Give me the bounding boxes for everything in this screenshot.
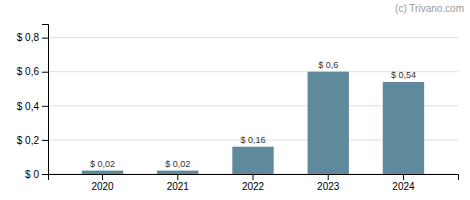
data-label: $ 0,16	[240, 135, 265, 145]
tick-mark	[403, 174, 404, 180]
tick: 2022	[242, 174, 265, 192]
tick-label: 2020	[91, 181, 114, 192]
bars	[82, 72, 424, 174]
plot: $ 0$ 0,2$ 0,4$ 0,6$ 0,820202021202220232…	[17, 25, 459, 193]
grid	[48, 38, 458, 174]
tick-mark	[42, 72, 48, 73]
data-labels: $ 0,02 $ 0,02 $ 0,16 $ 0,6 $ 0,54	[90, 60, 416, 169]
data-label: $ 0,02	[90, 159, 115, 169]
tick-label: 2023	[317, 181, 340, 192]
tick-mark	[328, 174, 329, 180]
tick-label: 2021	[167, 181, 190, 192]
data-label: $ 0,02	[165, 159, 190, 169]
tick-label: 2024	[392, 181, 415, 192]
tick: 2021	[167, 174, 190, 192]
chart: $ 0$ 0,2$ 0,4$ 0,6$ 0,820202021202220232…	[0, 0, 470, 200]
tick-mark	[177, 174, 178, 180]
tick: 2020	[91, 174, 114, 192]
bar	[308, 72, 349, 174]
bar	[82, 171, 123, 174]
tick: 2024	[392, 174, 415, 192]
bar	[383, 82, 424, 174]
tick-mark	[42, 106, 48, 107]
tick: $ 0,4	[17, 101, 48, 112]
grid-line	[48, 37, 458, 38]
bar	[232, 147, 273, 174]
axis-line	[42, 25, 49, 175]
tick-mark	[42, 174, 48, 175]
y-axis: $ 0 $ 0,2 $ 0,4 $ 0,6 $ 0,8	[17, 25, 49, 180]
tick: $ 0,6	[17, 66, 48, 77]
data-label: $ 0,54	[391, 70, 416, 80]
tick-label: $ 0,6	[17, 66, 40, 77]
tick-label: $ 0,4	[17, 101, 40, 112]
tick: $ 0,8	[17, 32, 48, 43]
tick-label: $ 0	[25, 169, 39, 180]
x-axis: 2020 2021 2022 2023 2024	[49, 174, 459, 192]
tick: $ 0	[25, 169, 48, 180]
axis-line	[49, 175, 459, 181]
tick-mark	[102, 174, 103, 180]
bar	[157, 171, 198, 174]
tick-mark	[42, 38, 48, 39]
annotation: (c) Trivano.com	[395, 3, 464, 14]
tick: 2023	[317, 174, 340, 192]
tick-label: $ 0,2	[17, 135, 40, 146]
tick-mark	[42, 140, 48, 141]
tick-label: $ 0,8	[17, 32, 40, 43]
tick: $ 0,2	[17, 135, 48, 146]
tick-mark	[253, 174, 254, 180]
data-label: $ 0,6	[318, 60, 338, 70]
tick-label: 2022	[242, 181, 265, 192]
